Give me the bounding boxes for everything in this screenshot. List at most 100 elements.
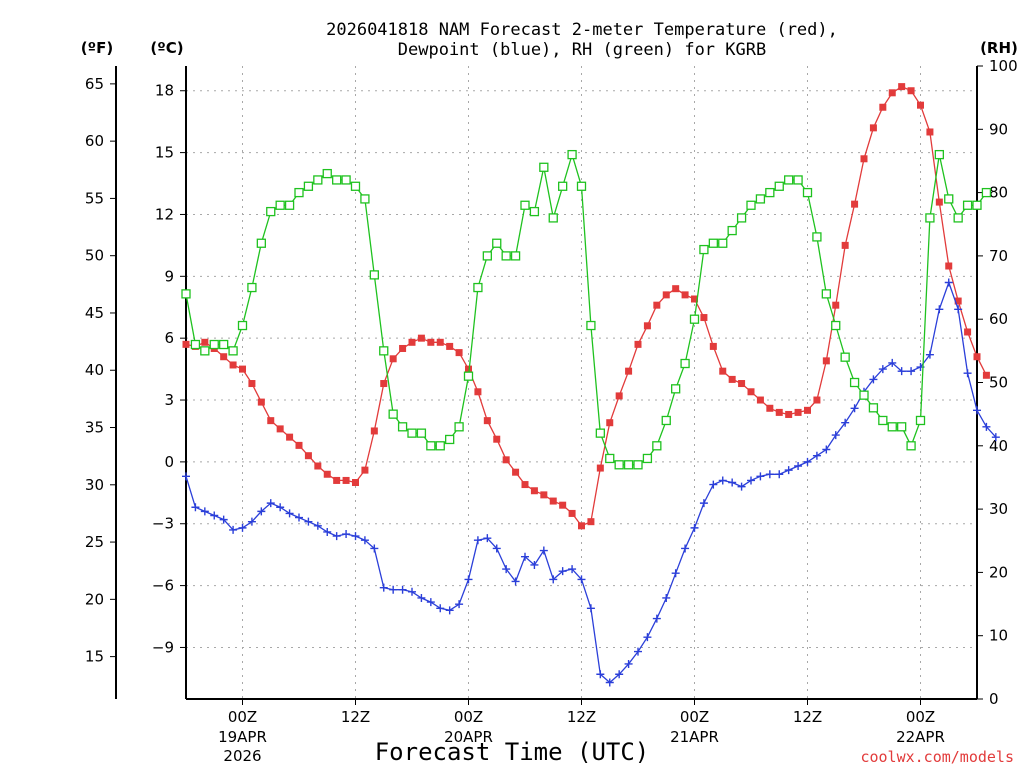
temperature-point <box>182 340 190 348</box>
temperature-point <box>540 491 548 499</box>
temperature-point <box>841 241 849 249</box>
rh-point <box>746 200 756 210</box>
temperature-point <box>399 344 407 352</box>
rh-point <box>454 422 464 432</box>
temperature-point <box>276 425 284 433</box>
rh-point <box>548 213 558 223</box>
dewpoint-point <box>681 544 690 553</box>
dewpoint-point <box>869 375 878 384</box>
temperature-point <box>634 340 642 348</box>
temperature-point <box>342 476 350 484</box>
dewpoint-point <box>379 583 388 592</box>
x-tick-label-time: 12Z <box>341 708 370 726</box>
dewpoint-point <box>257 507 266 516</box>
dewpoint-point <box>925 350 934 359</box>
dewpoint-point <box>464 575 473 584</box>
rh-point <box>219 339 229 350</box>
rh-tick-label: 0 <box>989 690 999 708</box>
dewpoint-point <box>963 369 972 378</box>
dewpoint-point <box>436 604 445 613</box>
temperature-point <box>766 404 774 412</box>
rh-point <box>962 200 973 210</box>
rh-point <box>426 441 436 451</box>
temperature-point <box>606 419 614 427</box>
rh-point <box>849 377 860 388</box>
rh-point <box>859 390 869 400</box>
dewpoint-point <box>408 587 416 596</box>
dewpoint-point <box>285 509 294 518</box>
dewpoint-point <box>586 604 595 613</box>
rh-point <box>840 352 850 362</box>
rh-point <box>906 441 916 451</box>
temperature-point <box>474 388 482 396</box>
rh-point <box>878 415 888 426</box>
rh-point <box>379 346 389 356</box>
rh-tick-label: 30 <box>989 500 1008 518</box>
temperature-point <box>728 375 736 383</box>
celsius-tick-label: 6 <box>164 329 174 347</box>
dewpoint-point <box>247 517 256 526</box>
rh-point <box>727 225 737 236</box>
rh-point <box>322 168 332 179</box>
x-tick-label-year: 2026 <box>223 747 261 765</box>
temperature-point <box>493 435 501 443</box>
rh-point <box>661 415 671 426</box>
temperature-point <box>907 87 915 95</box>
fahrenheit-tick-label: 65 <box>85 75 104 93</box>
rh-point <box>887 422 897 432</box>
temperature-point <box>512 468 520 476</box>
x-axis-label: Forecast Time (UTC) <box>375 738 650 766</box>
temperature-point <box>380 380 388 388</box>
fahrenheit-unit-label: (ºF) <box>81 39 113 57</box>
dewpoint-point <box>671 569 680 578</box>
dewpoint-point <box>718 476 727 485</box>
rh-point <box>671 384 681 394</box>
rh-point <box>416 428 427 438</box>
temperature-point <box>304 452 312 460</box>
rh-point <box>925 213 935 223</box>
dewpoint-point <box>238 523 247 532</box>
temperature-point <box>653 301 661 309</box>
rh-point <box>228 346 238 356</box>
dewpoint-point <box>502 565 511 574</box>
rh-point <box>576 181 587 191</box>
rh-point <box>520 200 530 210</box>
celsius-tick-label: −9 <box>152 638 174 656</box>
rh-point <box>482 251 492 261</box>
fahrenheit-tick-label: 35 <box>85 419 104 437</box>
dewpoint-point <box>313 521 322 530</box>
rh-tick-label: 80 <box>989 184 1008 202</box>
rh-point <box>313 175 323 185</box>
dewpoint-point <box>492 544 501 553</box>
rh-tick-label: 100 <box>989 57 1018 75</box>
rh-point <box>897 422 907 432</box>
dewpoint-point <box>888 358 897 367</box>
rh-point <box>614 460 624 470</box>
temperature-point <box>465 365 472 373</box>
rh-point <box>237 320 248 331</box>
rh-point <box>868 403 879 413</box>
rh-point <box>256 238 266 248</box>
celsius-unit-label: (ºC) <box>150 39 183 57</box>
dewpoint-point <box>643 633 652 642</box>
dewpoint-point <box>191 503 200 512</box>
temperature-point <box>785 410 793 418</box>
dewpoint-point <box>360 536 369 545</box>
temperature-point <box>568 509 576 517</box>
rh-point <box>190 339 201 350</box>
dewpoint-point <box>709 480 718 489</box>
temperature-point <box>813 396 821 404</box>
temperature-point <box>389 355 397 363</box>
temperature-point <box>370 427 378 435</box>
temperature-point <box>220 353 228 361</box>
rh-point <box>972 200 982 210</box>
rh-tick-label: 20 <box>989 563 1008 581</box>
temperature-point <box>314 462 322 470</box>
credit-text: coolwx.com/models <box>860 748 1014 766</box>
x-tick-label-time: 12Z <box>793 708 822 726</box>
x-tick-label-time: 00Z <box>906 708 935 726</box>
rh-point <box>981 187 992 198</box>
dewpoint-point <box>784 466 793 475</box>
dewpoint-point <box>907 367 916 376</box>
